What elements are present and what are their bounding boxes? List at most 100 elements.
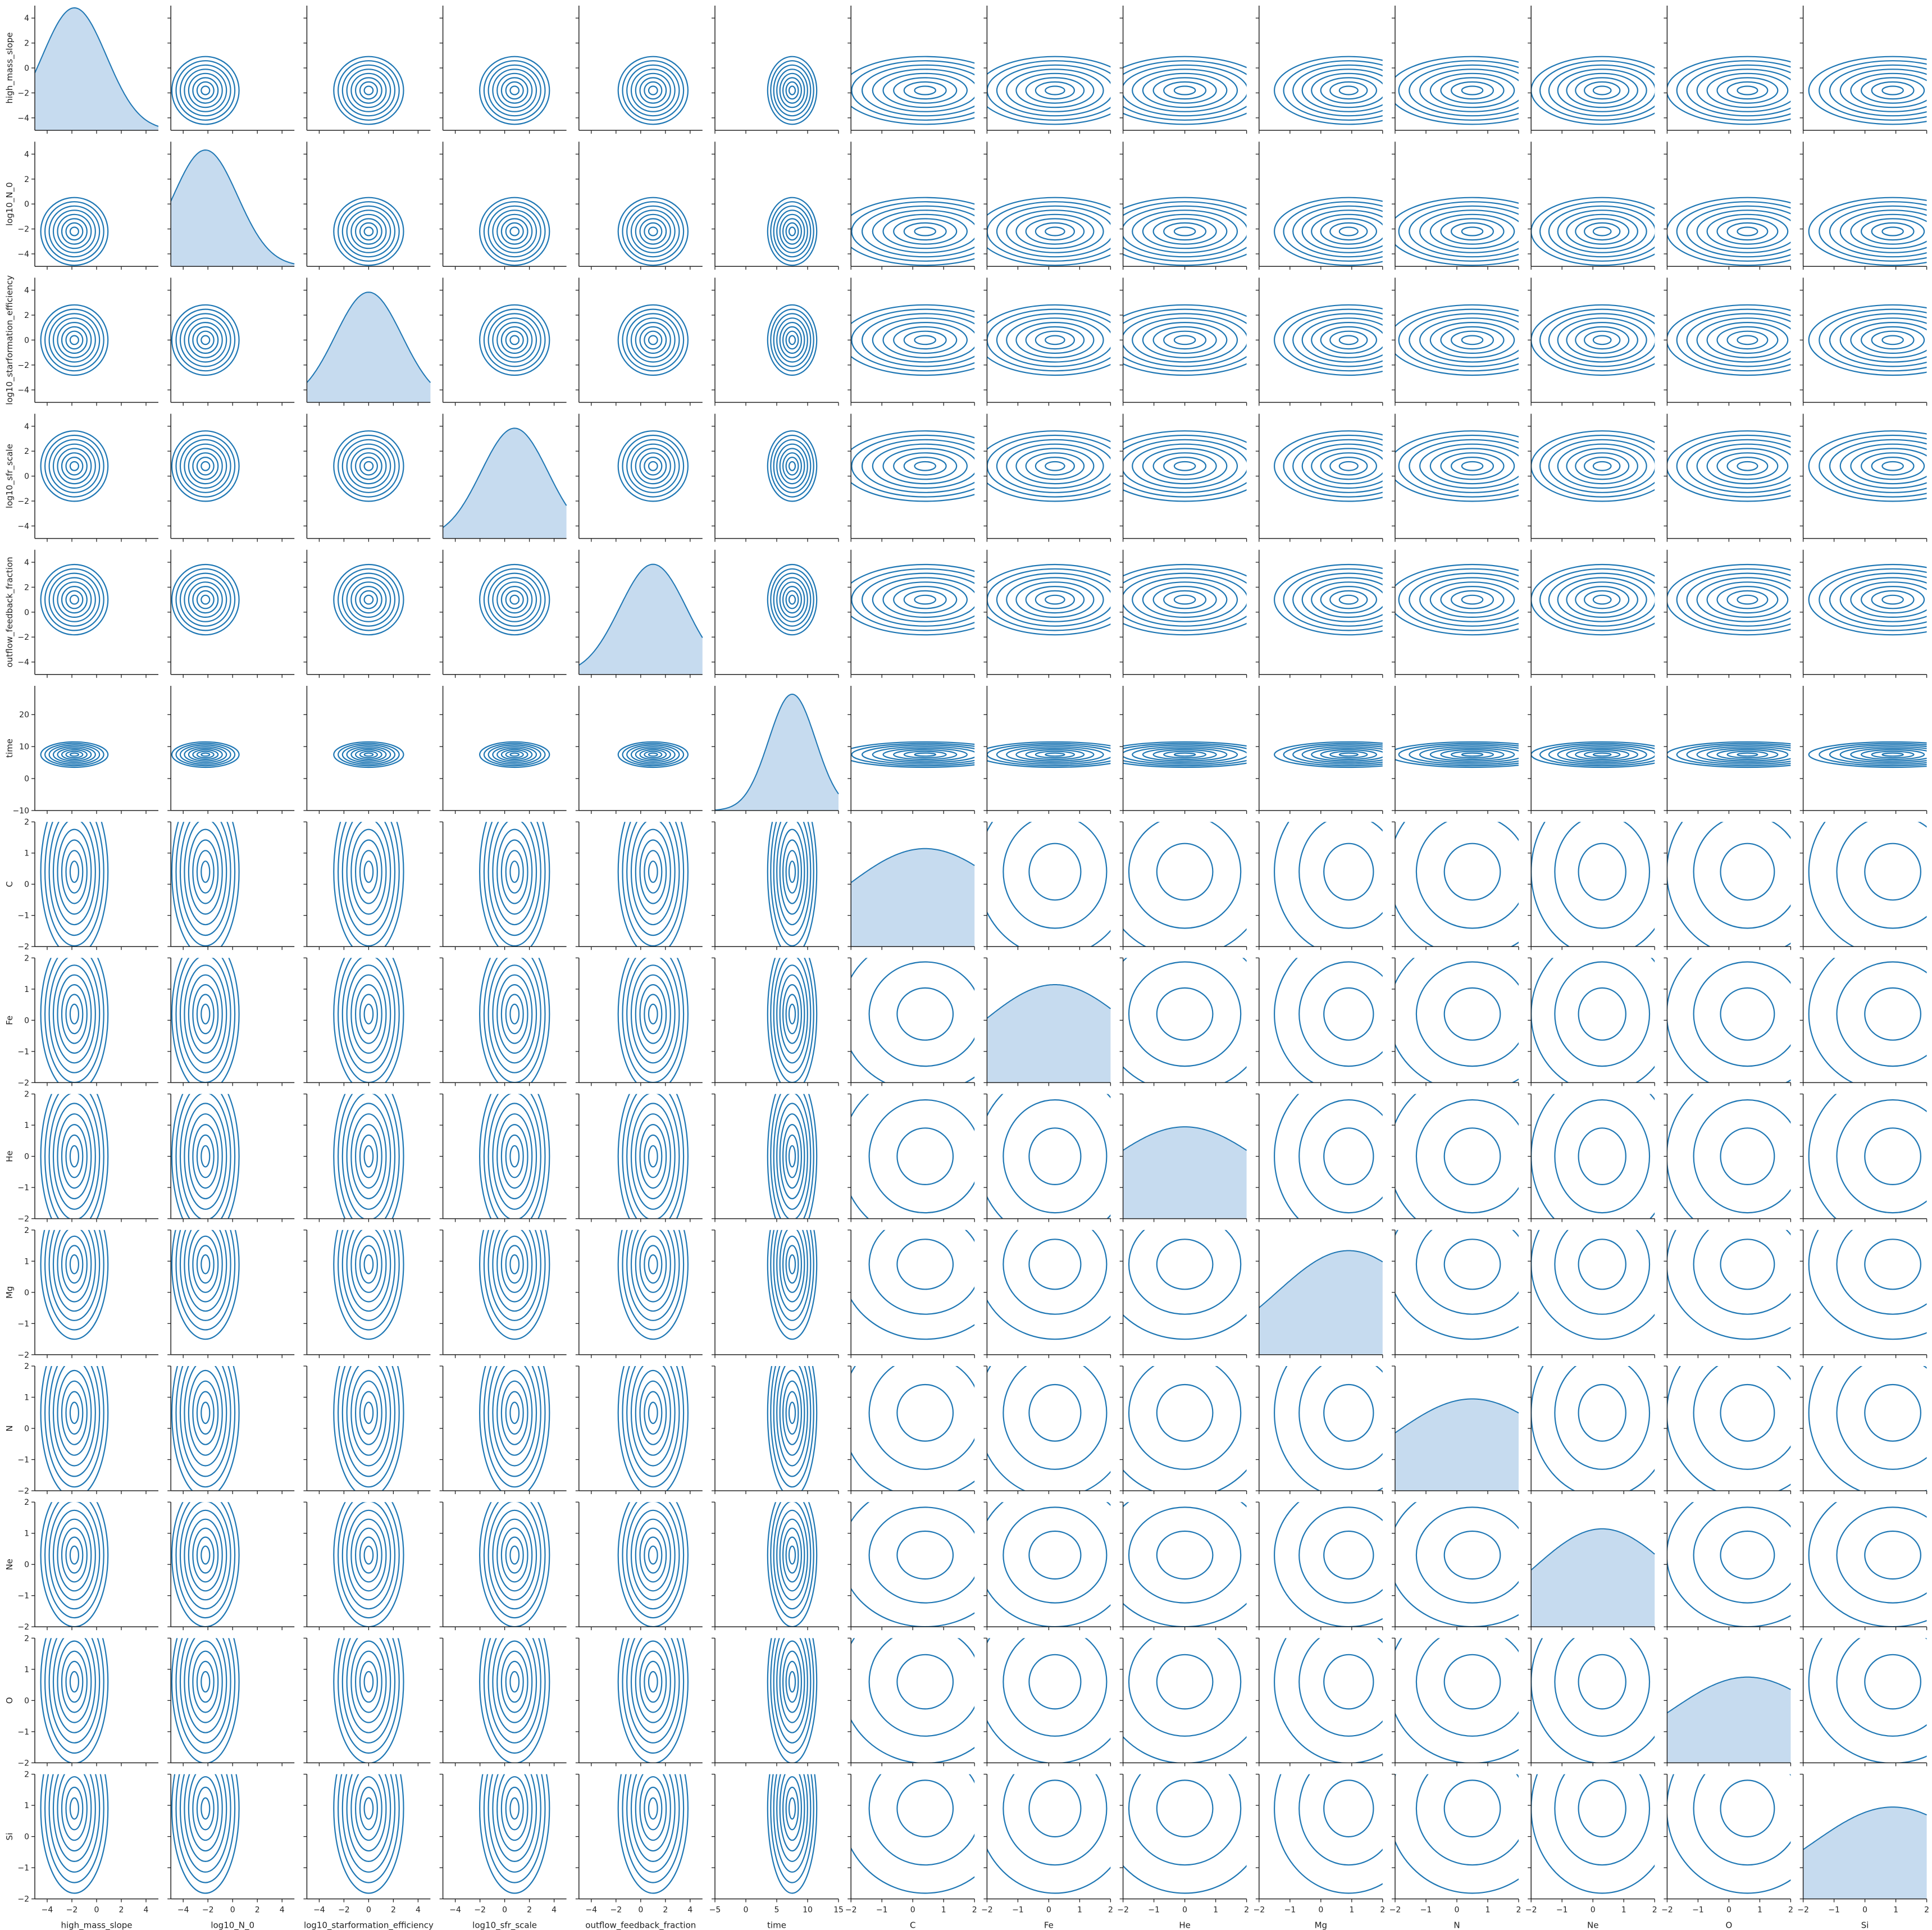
contour-line bbox=[188, 1640, 223, 1723]
contour-line bbox=[505, 1245, 524, 1284]
contour-line bbox=[1726, 222, 1769, 241]
contour-line bbox=[788, 1545, 796, 1565]
contour-line bbox=[350, 829, 387, 915]
kde-fill-time bbox=[715, 694, 839, 811]
y-tick-label: 2 bbox=[24, 39, 29, 48]
x-tick-label: 0 bbox=[638, 1906, 643, 1915]
contour-line bbox=[201, 461, 211, 471]
contour-line bbox=[1419, 443, 1519, 489]
contour-line bbox=[333, 1366, 404, 1491]
panel-mg-vs-ne bbox=[1528, 1230, 1655, 1358]
contour-line bbox=[1298, 1638, 1383, 1737]
contour-group bbox=[40, 1638, 109, 1763]
contour-line bbox=[1415, 822, 1519, 929]
panel-high-mass-slope-vs-ne bbox=[1528, 6, 1655, 134]
contour-line bbox=[1693, 1230, 1791, 1315]
contour-line bbox=[359, 456, 379, 476]
contour-line bbox=[1871, 750, 1915, 759]
contour-line bbox=[500, 1380, 528, 1445]
contour-group bbox=[333, 563, 404, 636]
contour-line bbox=[1323, 1779, 1374, 1838]
kde-fill-fe bbox=[987, 985, 1111, 1083]
contour-line bbox=[1871, 81, 1915, 100]
contour-group bbox=[851, 1094, 975, 1219]
contour-line bbox=[350, 1518, 387, 1592]
contour-line bbox=[184, 577, 227, 622]
contour-line bbox=[996, 205, 1111, 258]
x-axis-label-ne: Ne bbox=[1587, 1920, 1598, 1930]
contour-group bbox=[479, 1094, 550, 1219]
contour-line bbox=[1737, 594, 1758, 605]
panel-high-mass-slope-vs-si bbox=[1799, 6, 1928, 134]
contour-line bbox=[341, 1774, 396, 1873]
contour-line bbox=[1548, 313, 1655, 367]
contour-line bbox=[341, 572, 396, 627]
contour-line bbox=[1320, 218, 1377, 245]
contour-group bbox=[1808, 1638, 1927, 1763]
panel-si-vs-he: −2 −1 0 1 2 bbox=[1117, 1773, 1249, 1915]
contour-line bbox=[57, 1230, 92, 1303]
contour-line bbox=[1829, 572, 1927, 627]
contour-line bbox=[782, 452, 802, 480]
contour-line bbox=[487, 1502, 541, 1610]
contour-line bbox=[179, 439, 231, 493]
contour-line bbox=[479, 1230, 550, 1340]
contour-line bbox=[622, 1230, 685, 1331]
panel-log10-n-0-vs-o bbox=[1664, 142, 1792, 270]
contour-line bbox=[1128, 961, 1242, 1067]
contour-line bbox=[1461, 752, 1484, 757]
panel-mg-vs-outflow-feedback-fraction bbox=[575, 1230, 703, 1358]
contour-line bbox=[1706, 448, 1789, 485]
contour-group bbox=[333, 1774, 404, 1894]
contour-line bbox=[1301, 210, 1383, 253]
contour-line bbox=[1132, 746, 1238, 763]
contour-line bbox=[1152, 452, 1217, 480]
x-tick-label: −1 bbox=[1148, 1906, 1160, 1915]
contour-group bbox=[851, 1366, 975, 1491]
x-tick-label: −2 bbox=[1797, 1906, 1809, 1915]
contour-line bbox=[1829, 313, 1927, 367]
x-tick-label: 1 bbox=[1213, 1906, 1218, 1915]
panel-high-mass-slope-vs-c bbox=[847, 6, 975, 134]
contour-line bbox=[179, 744, 231, 765]
y-tick-label: −10 bbox=[12, 807, 29, 816]
contour-line bbox=[1583, 81, 1621, 100]
contour-group bbox=[479, 304, 550, 376]
contour-line bbox=[61, 1124, 88, 1189]
panel-fe-vs-ne bbox=[1528, 957, 1655, 1086]
panel-n-vs-log10-starformation-efficiency bbox=[303, 1365, 431, 1494]
panel-log10-sfr-scale-vs-o bbox=[1664, 413, 1792, 542]
panel-he-vs-c bbox=[847, 1093, 975, 1222]
contour-line bbox=[196, 1245, 215, 1284]
contour-line bbox=[359, 1786, 379, 1831]
contour-group bbox=[617, 430, 689, 502]
y-tick-label: −2 bbox=[17, 361, 29, 370]
contour-line bbox=[1592, 335, 1612, 345]
contour-line bbox=[500, 1527, 528, 1583]
contour-line bbox=[782, 984, 802, 1044]
contour-line bbox=[1693, 1506, 1791, 1604]
panel-ne-vs-time bbox=[712, 1501, 839, 1631]
panel-log10-starformation-efficiency-vs-log10-n-0 bbox=[167, 277, 295, 406]
contour-line bbox=[196, 1660, 215, 1703]
contour-line bbox=[201, 1797, 211, 1820]
contour-line bbox=[1419, 746, 1519, 763]
panel-log10-sfr-scale-vs-fe bbox=[983, 413, 1111, 542]
contour-line bbox=[896, 1383, 954, 1442]
contour-line bbox=[1128, 1506, 1242, 1604]
contour-line bbox=[196, 994, 215, 1035]
contour-line bbox=[1836, 961, 1927, 1067]
panel-log10-sfr-scale-vs-time bbox=[712, 413, 839, 542]
contour-line bbox=[617, 56, 689, 125]
x-tick-label: 0 bbox=[366, 1906, 371, 1915]
contour-line bbox=[57, 581, 92, 618]
contour-line bbox=[635, 448, 671, 485]
contour-line bbox=[851, 568, 975, 631]
panel-outflow-feedback-fraction-vs-log10-starformation-efficiency bbox=[303, 549, 431, 678]
panel-ne-vs-log10-sfr-scale bbox=[439, 1501, 567, 1631]
contour-line bbox=[773, 1638, 812, 1744]
contour-line bbox=[1676, 60, 1791, 121]
contour-line bbox=[626, 1094, 680, 1219]
kde-curve-c bbox=[850, 848, 975, 884]
contour-line bbox=[48, 439, 101, 493]
